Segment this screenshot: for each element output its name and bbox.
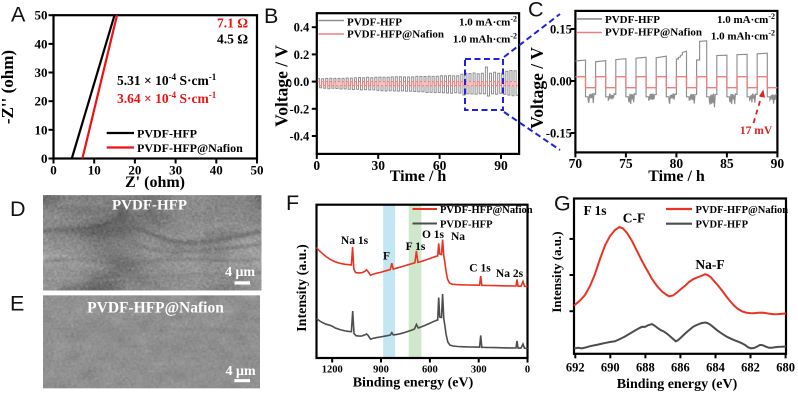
svg-text:50: 50 — [251, 163, 264, 178]
svg-text:1.0 mA·cm-2: 1.0 mA·cm-2 — [459, 15, 517, 29]
svg-text:Na: Na — [451, 231, 465, 243]
svg-text:0: 0 — [50, 163, 57, 178]
svg-text:85: 85 — [720, 156, 734, 171]
svg-text:684: 684 — [706, 360, 726, 374]
svg-text:D: D — [10, 197, 26, 221]
svg-text:680: 680 — [776, 360, 795, 374]
svg-text:PVDF-HFP@Nafion: PVDF-HFP@Nafion — [696, 205, 789, 216]
svg-text:90: 90 — [494, 158, 508, 173]
svg-text:PVDF-HFP: PVDF-HFP — [440, 219, 493, 230]
svg-text:75: 75 — [619, 156, 633, 171]
svg-text:1.0 mA·cm-2: 1.0 mA·cm-2 — [717, 12, 775, 26]
svg-text:1200: 1200 — [322, 365, 343, 376]
svg-text:5.31 × 10-4 S·cm-1: 5.31 × 10-4 S·cm-1 — [117, 72, 217, 88]
svg-text:0.0: 0.0 — [294, 75, 310, 89]
svg-text:Voltage / V: Voltage / V — [527, 47, 547, 129]
svg-text:F 1s: F 1s — [583, 203, 606, 218]
svg-text:40: 40 — [210, 163, 223, 178]
svg-text:682: 682 — [741, 360, 760, 374]
svg-text:7.1 Ω: 7.1 Ω — [217, 16, 248, 31]
svg-text:30: 30 — [371, 158, 385, 173]
svg-text:Z' (ohm): Z' (ohm) — [125, 174, 185, 191]
svg-text:Na 2s: Na 2s — [496, 268, 524, 280]
svg-text:300: 300 — [471, 365, 487, 376]
svg-text:0.15: 0.15 — [550, 23, 572, 37]
svg-text:4.5 Ω: 4.5 Ω — [217, 32, 248, 47]
svg-text:B: B — [264, 4, 278, 28]
svg-text:C: C — [528, 0, 544, 22]
svg-text:-0.4: -0.4 — [290, 130, 311, 144]
svg-text:PVDF-HFP@Nafion: PVDF-HFP@Nafion — [137, 141, 243, 155]
svg-text:PVDF-HFP: PVDF-HFP — [605, 14, 660, 26]
svg-text:-0.15: -0.15 — [546, 127, 572, 141]
svg-text:PVDF-HFP: PVDF-HFP — [112, 198, 187, 214]
svg-text:1.0 mAh·cm-2: 1.0 mAh·cm-2 — [711, 29, 775, 43]
svg-text:F: F — [286, 191, 299, 215]
svg-text:686: 686 — [671, 360, 690, 374]
svg-text:0.00: 0.00 — [550, 75, 572, 89]
svg-text:70: 70 — [569, 156, 583, 171]
svg-text:4 μm: 4 μm — [226, 364, 256, 379]
svg-text:Time / h: Time / h — [648, 168, 705, 185]
svg-text:4 μm: 4 μm — [225, 265, 255, 280]
svg-text:0: 0 — [313, 158, 320, 173]
svg-text:30: 30 — [35, 65, 48, 80]
svg-text:688: 688 — [636, 360, 655, 374]
svg-text:F 1s: F 1s — [406, 241, 426, 253]
svg-text:PVDF-HFP: PVDF-HFP — [696, 220, 749, 231]
svg-text:Na-F: Na-F — [695, 257, 724, 272]
svg-text:-Z'' (ohm): -Z'' (ohm) — [0, 50, 17, 124]
svg-text:PVDF-HFP: PVDF-HFP — [137, 127, 197, 141]
svg-text:80: 80 — [670, 156, 684, 171]
svg-text:1.0 mAh·cm-2: 1.0 mAh·cm-2 — [453, 32, 517, 46]
svg-text:Binding energy (eV): Binding energy (eV) — [617, 377, 738, 392]
svg-text:PVDF-HFP@Nafion: PVDF-HFP@Nafion — [347, 29, 444, 41]
svg-text:PVDF-HFP@Nafion: PVDF-HFP@Nafion — [440, 205, 533, 216]
svg-text:Voltage / V: Voltage / V — [272, 45, 292, 127]
svg-text:Intensity (a.u.): Intensity (a.u.) — [549, 231, 564, 312]
svg-text:G: G — [554, 192, 571, 216]
svg-text:-0.2: -0.2 — [290, 102, 310, 116]
svg-text:17 mV: 17 mV — [740, 125, 773, 137]
svg-text:3.64 × 10-4 S·cm-1: 3.64 × 10-4 S·cm-1 — [117, 90, 217, 106]
svg-text:E: E — [10, 292, 24, 316]
svg-text:Na 1s: Na 1s — [341, 235, 369, 247]
svg-text:692: 692 — [566, 360, 585, 374]
svg-text:10: 10 — [88, 163, 101, 178]
svg-text:A: A — [11, 3, 26, 27]
svg-text:PVDF-HFP: PVDF-HFP — [347, 17, 402, 29]
svg-text:20: 20 — [128, 163, 141, 178]
svg-text:40: 40 — [35, 36, 48, 51]
svg-text:O 1s: O 1s — [422, 229, 445, 241]
svg-text:0: 0 — [525, 365, 530, 376]
svg-text:Time / h: Time / h — [390, 168, 447, 185]
svg-text:690: 690 — [601, 360, 620, 374]
svg-text:F: F — [383, 251, 390, 263]
svg-text:30: 30 — [169, 163, 182, 178]
svg-text:10: 10 — [35, 122, 48, 137]
svg-text:20: 20 — [35, 94, 48, 109]
svg-text:0.4: 0.4 — [294, 21, 310, 35]
svg-text:C-F: C-F — [623, 211, 646, 226]
svg-text:0: 0 — [41, 151, 48, 166]
svg-text:0.2: 0.2 — [294, 48, 310, 62]
svg-text:Intensity (a.u.): Intensity (a.u.) — [295, 244, 310, 332]
svg-text:Binding energy (eV): Binding energy (eV) — [353, 376, 474, 391]
svg-text:PVDF-HFP@Nafion: PVDF-HFP@Nafion — [605, 27, 702, 39]
svg-text:90: 90 — [771, 156, 785, 171]
svg-text:PVDF-HFP@Nafion: PVDF-HFP@Nafion — [87, 300, 224, 317]
svg-text:C 1s: C 1s — [469, 263, 491, 275]
svg-text:50: 50 — [35, 8, 48, 23]
svg-text:60: 60 — [433, 158, 447, 173]
svg-text:900: 900 — [373, 365, 389, 376]
svg-text:600: 600 — [422, 365, 438, 376]
